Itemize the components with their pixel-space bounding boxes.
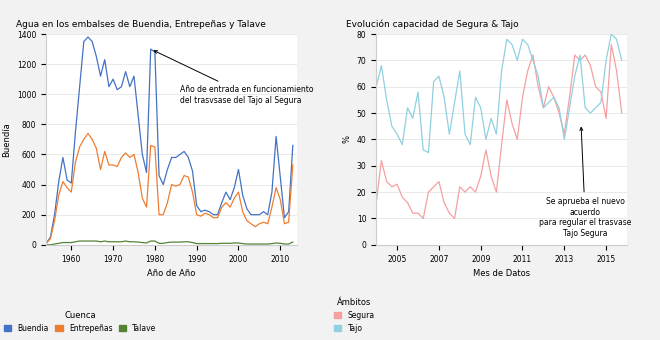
Text: Año de entrada en funcionamiento
del trasvsase del Tajo al Segura: Año de entrada en funcionamiento del tra… (154, 51, 314, 105)
Text: Se aprueba el nuevo
acuerdo
para regular el trasvase
Tajo Segura: Se aprueba el nuevo acuerdo para regular… (539, 128, 632, 238)
X-axis label: Año de Año: Año de Año (147, 269, 196, 278)
Y-axis label: Buendía: Buendía (3, 122, 11, 157)
Text: Agua en los embalses de Buendia, Entrepeñas y Talave: Agua en los embalses de Buendia, Entrepe… (16, 20, 266, 29)
Text: Evolución capacidad de Segura & Tajo: Evolución capacidad de Segura & Tajo (346, 20, 519, 29)
Y-axis label: %: % (342, 135, 351, 143)
Legend: Buendia, Entrepeñas, Talave: Buendia, Entrepeñas, Talave (4, 311, 156, 333)
Legend: Segura, Tajo: Segura, Tajo (334, 298, 375, 333)
X-axis label: Mes de Datos: Mes de Datos (473, 269, 530, 278)
